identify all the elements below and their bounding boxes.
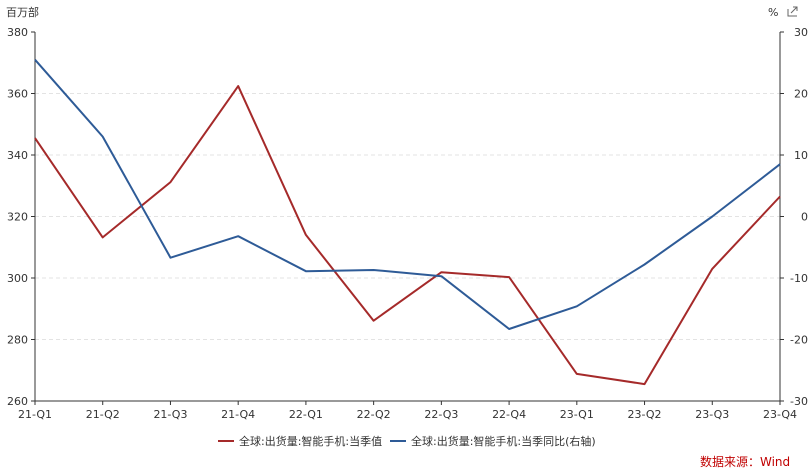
series-line-shipments bbox=[34, 85, 781, 386]
x-axis-tick-label: 21-Q4 bbox=[221, 408, 255, 421]
right-axis-tick-label: 30 bbox=[794, 26, 808, 39]
left-axis-tick-label: 260 bbox=[7, 395, 28, 408]
series-line-yoy bbox=[34, 59, 781, 330]
series-lines bbox=[34, 59, 781, 386]
left-axis-tick-label: 380 bbox=[7, 26, 28, 39]
right-axis-tick-label: -30 bbox=[790, 395, 808, 408]
left-axis-unit: 百万部 bbox=[6, 5, 39, 19]
left-axis-tick-label: 300 bbox=[7, 272, 28, 285]
x-axis-tick-label: 22-Q3 bbox=[424, 408, 458, 421]
right-axis-tick-label: 0 bbox=[801, 211, 808, 224]
x-axis-tick-label: 23-Q2 bbox=[628, 408, 662, 421]
data-source: 数据来源：Wind bbox=[700, 454, 790, 469]
right-axis-tick-label: 20 bbox=[794, 88, 808, 101]
legend: 全球:出货量:智能手机:当季值 全球:出货量:智能手机:当季同比(右轴) bbox=[218, 434, 596, 448]
left-axis-tick-label: 320 bbox=[7, 211, 28, 224]
right-axis-tick-label: -20 bbox=[790, 334, 808, 347]
x-axis-tick-label: 22-Q1 bbox=[289, 408, 323, 421]
axes: 260 280 300 320 340 360 380 -30 -20 -10 0 10 20 30 21-… bbox=[7, 26, 808, 421]
x-axis-tick-label: 22-Q2 bbox=[357, 408, 391, 421]
x-axis-tick-label: 21-Q1 bbox=[18, 408, 52, 421]
legend-label-left-series: 全球:出货量:智能手机:当季值 bbox=[239, 434, 382, 448]
x-axis-tick-label: 23-Q1 bbox=[560, 408, 594, 421]
grid-lines bbox=[35, 93, 780, 340]
expand-icon[interactable] bbox=[787, 6, 798, 17]
left-axis-tick-label: 360 bbox=[7, 88, 28, 101]
legend-item-right-series[interactable]: 全球:出货量:智能手机:当季同比(右轴) bbox=[390, 434, 596, 448]
right-axis-tick-label: 10 bbox=[794, 149, 808, 162]
x-axis-tick-label: 22-Q4 bbox=[492, 408, 526, 421]
right-axis-unit: % bbox=[768, 6, 778, 19]
left-axis-tick-label: 280 bbox=[7, 334, 28, 347]
legend-item-left-series[interactable]: 全球:出货量:智能手机:当季值 bbox=[218, 434, 382, 448]
right-axis-tick-label: -10 bbox=[790, 272, 808, 285]
left-axis-tick-label: 340 bbox=[7, 149, 28, 162]
x-axis-tick-label: 23-Q4 bbox=[763, 408, 797, 421]
legend-label-right-series: 全球:出货量:智能手机:当季同比(右轴) bbox=[411, 434, 596, 448]
x-axis-tick-label: 21-Q3 bbox=[153, 408, 187, 421]
x-axis-tick-label: 23-Q3 bbox=[695, 408, 729, 421]
x-axis-tick-label: 21-Q2 bbox=[86, 408, 120, 421]
